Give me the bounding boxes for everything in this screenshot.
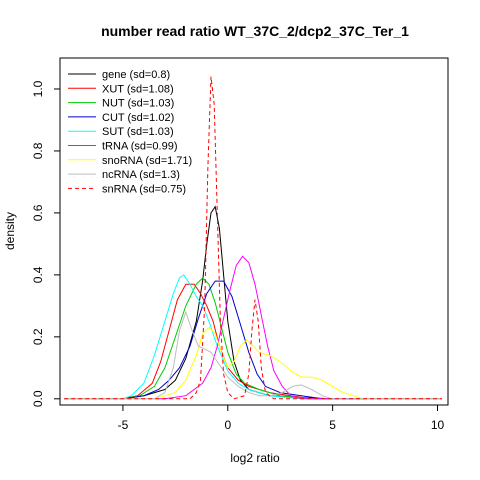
x-tick-label: 5 <box>329 418 336 432</box>
series-line-2 <box>64 277 442 400</box>
y-tick-label: 0.4 <box>31 266 45 283</box>
series-line-6 <box>64 326 442 400</box>
series-lines <box>64 76 442 400</box>
y-tick-label: 1.0 <box>31 80 45 97</box>
series-line-8 <box>64 76 442 400</box>
x-tick-label: 0 <box>224 418 231 432</box>
legend-label: snRNA (sd=0.75) <box>102 183 186 195</box>
series-line-3 <box>64 280 442 400</box>
series-line-1 <box>64 283 442 400</box>
y-tick-label: 0.2 <box>31 328 45 345</box>
plot-area <box>59 57 449 406</box>
legend-label: ncRNA (sd=1.3) <box>102 169 180 181</box>
legend-label: NUT (sd=1.03) <box>102 98 174 110</box>
legend-label: XUT (sd=1.08) <box>102 83 174 95</box>
y-tick-label: 0.8 <box>31 142 45 159</box>
x-tick-label: -5 <box>118 418 129 432</box>
series-line-0 <box>64 205 442 400</box>
legend-label: CUT (sd=1.02) <box>102 112 174 124</box>
legend-label: gene (sd=0.8) <box>102 69 170 81</box>
x-tick-label: 10 <box>431 418 445 432</box>
y-tick-label: 0.0 <box>31 390 45 407</box>
y-axis: 0.0 0.2 0.4 0.6 0.8 1.0 <box>31 80 61 407</box>
legend-label: SUT (sd=1.03) <box>102 126 174 138</box>
y-axis-label: density <box>3 212 17 250</box>
legend-label: snoRNA (sd=1.71) <box>102 155 192 167</box>
legend-label: tRNA (sd=0.99) <box>102 141 178 153</box>
chart-title: number read ratio WT_37C_2/dcp2_37C_Ter_… <box>101 23 409 39</box>
legend: gene (sd=0.8) XUT (sd=1.08) NUT (sd=1.03) C… <box>68 69 192 195</box>
series-line-7 <box>64 310 442 400</box>
series-line-5 <box>64 255 442 400</box>
x-axis-label: log2 ratio <box>230 451 280 465</box>
x-axis: -5 0 5 10 <box>118 404 445 432</box>
series-line-4 <box>64 274 442 400</box>
y-tick-label: 0.6 <box>31 204 45 221</box>
